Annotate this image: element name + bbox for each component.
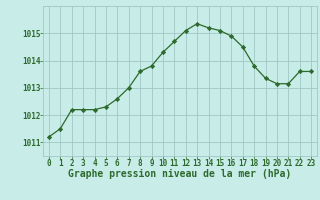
X-axis label: Graphe pression niveau de la mer (hPa): Graphe pression niveau de la mer (hPa) (68, 169, 292, 179)
